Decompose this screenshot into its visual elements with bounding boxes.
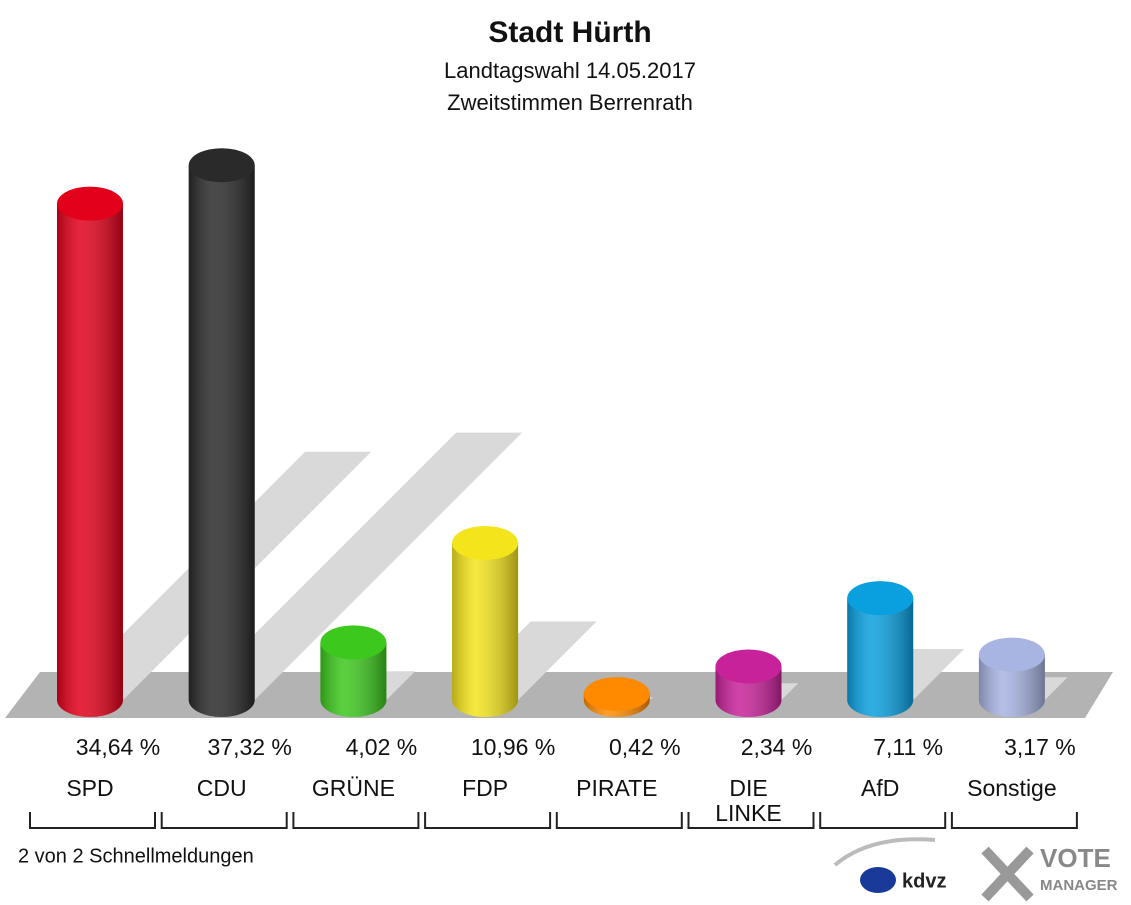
bar-top (320, 625, 387, 660)
value-label: 3,17 % (1004, 734, 1076, 760)
x-tick-label: AfD (861, 776, 900, 801)
logo-text: kdvz (902, 870, 946, 892)
bar-shadow (188, 432, 523, 700)
x-tick-label-box: AfD (861, 776, 900, 801)
category-bracket (29, 812, 156, 829)
x-tick-label-box: DIE LINKE (715, 776, 782, 826)
category-bracket (687, 812, 815, 829)
value-label: 10,96 % (471, 734, 555, 760)
x-tick-label: SPD (66, 776, 114, 801)
x-tick-label-box: CDU (196, 776, 247, 801)
chart-title: Stadt Hürth (488, 16, 651, 49)
bar-top (715, 649, 782, 684)
bar-top (452, 525, 519, 560)
x-tick-label: CDU (196, 776, 247, 801)
logo-icon (860, 867, 896, 893)
x-tick-label-box: PIRATE (576, 776, 658, 801)
value-label: 7,11 % (873, 734, 943, 760)
footnote: 2 von 2 Schnellmeldungen (18, 845, 254, 867)
value-label: 37,32 % (207, 734, 291, 760)
bar-shading (57, 203, 123, 718)
logo-text: MANAGER (1040, 877, 1118, 894)
floor (5, 672, 1113, 718)
category-bracket (292, 812, 420, 829)
category-bracket (555, 812, 683, 829)
x-tick-label-box: SPD (66, 776, 114, 801)
category-bracket (819, 812, 947, 829)
category-bracket (424, 812, 552, 829)
x-tick-label-box: FDP (462, 776, 509, 801)
logo-text: VOTE (1040, 843, 1111, 873)
x-tick-label: FDP (462, 776, 509, 801)
bar-top (188, 148, 255, 183)
bar-top (57, 186, 123, 221)
value-label: 4,02 % (346, 734, 418, 760)
logo: kdvz VOTE MANAGER (833, 837, 1118, 902)
bar-shading (188, 165, 255, 717)
bar-shading (320, 642, 387, 717)
value-label: 2,34 % (741, 734, 813, 760)
bar-top (978, 637, 1045, 672)
value-label: 34,64 % (76, 734, 160, 760)
chart-subtitle: Landtagswahl 14.05.2017 (444, 58, 696, 83)
bar-top (847, 581, 914, 616)
x-tick-label: Sonstige (967, 776, 1057, 801)
bar-top (583, 676, 650, 711)
x-tick-label-box: Sonstige (967, 776, 1057, 801)
value-label: 0,42 % (609, 734, 681, 760)
bar-shading (847, 598, 914, 717)
category-bracket (160, 812, 288, 829)
x-tick-label: GRÜNE (311, 776, 395, 801)
chart-subtitle: Zweitstimmen Berrenrath (447, 90, 693, 115)
logo-cross (981, 846, 1034, 902)
x-tick-label: PIRATE (576, 776, 658, 801)
x-tick-label: DIE LINKE (715, 776, 782, 826)
bar-shading (978, 654, 1045, 717)
x-tick-label-box: GRÜNE (311, 776, 395, 801)
logo-swoosh (833, 837, 936, 867)
category-bracket (950, 812, 1078, 829)
bar-shading (452, 542, 519, 717)
